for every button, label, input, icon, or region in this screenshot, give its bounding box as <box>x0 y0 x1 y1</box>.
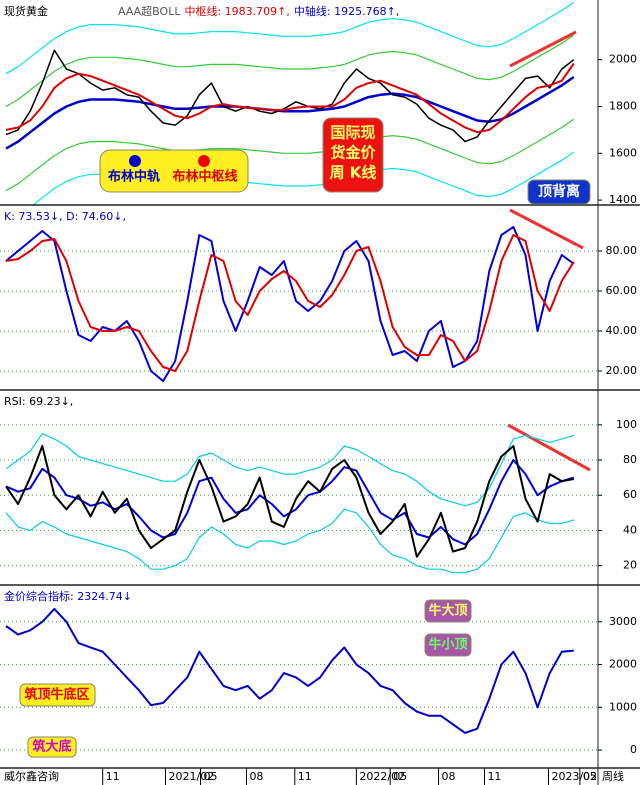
y-tick-label: 1600 <box>609 146 637 159</box>
y-tick-label: 20.00 <box>606 364 638 377</box>
annotation-text: 牛大顶 <box>428 603 467 619</box>
y-tick-label: 80 <box>623 453 637 466</box>
y-tick-label: 40 <box>623 523 637 536</box>
header-text: 中轴线: 1925.768↑, <box>294 4 399 18</box>
annotation-text: 筑大底 <box>32 739 71 755</box>
annotation-dot <box>198 155 210 167</box>
x-tick-label: 2023/02 <box>551 770 597 783</box>
series-line <box>5 34 575 108</box>
x-tick-label: 11 <box>106 770 120 783</box>
series-line <box>5 62 575 134</box>
y-tick-label: 20 <box>623 559 637 572</box>
annotation-text: 国际现 <box>330 124 375 142</box>
panel <box>5 1 575 205</box>
series-line <box>5 433 574 507</box>
x-tick-label: 11 <box>487 770 501 783</box>
panel <box>0 226 598 382</box>
x-tick-label: 05 <box>583 770 597 783</box>
x-tick-label: 2022/02 <box>359 770 405 783</box>
divergence-line <box>507 423 591 472</box>
y-tick-label: 1800 <box>609 99 637 112</box>
x-tick-label: 05 <box>204 770 218 783</box>
x-tick-label: 2021/02 <box>169 770 215 783</box>
annotation-text: 顶背离 <box>538 183 580 200</box>
y-tick-label: 2000 <box>609 658 637 671</box>
footer-right: 周线 <box>602 769 624 783</box>
y-tick-label: 3000 <box>609 615 637 628</box>
series-line <box>5 234 575 372</box>
series-line <box>5 1 575 75</box>
annotation-box <box>19 683 96 707</box>
panel-title: RSI: 69.23↓, <box>4 395 73 408</box>
x-tick-label: 11 <box>298 770 312 783</box>
y-tick-label: 2000 <box>609 53 637 66</box>
series-line <box>5 445 574 558</box>
annotation-text: 布林中轨 <box>108 169 160 185</box>
panel <box>0 607 598 751</box>
annotation-text: 货金价 <box>330 144 376 162</box>
series-line <box>5 75 575 150</box>
panel-title: K: 73.53↓, D: 74.60↓, <box>4 210 126 223</box>
annotation-text: 牛小顶 <box>428 637 467 653</box>
annotation-box <box>27 736 77 758</box>
y-tick-label: 60 <box>623 488 637 501</box>
annotation-dot <box>129 155 141 167</box>
annotation-box <box>424 633 472 657</box>
series-line <box>5 508 574 574</box>
series-line <box>5 118 575 192</box>
annotation-text: 布林中枢线 <box>172 169 237 185</box>
divergence-line <box>509 208 584 250</box>
y-tick-label: 100 <box>616 418 637 431</box>
header-text: 中枢线: 1983.709↑, <box>184 4 289 18</box>
footer-left: 威尔鑫咨询 <box>4 769 59 783</box>
annotation-box <box>322 117 384 193</box>
annotation-text: 周 K线 <box>330 164 377 182</box>
divergence-line <box>509 30 577 68</box>
x-tick-label: 08 <box>442 770 456 783</box>
annotation-text: 筑顶牛底区 <box>24 687 89 703</box>
series-line <box>5 607 574 734</box>
y-tick-label: 80.00 <box>606 244 638 257</box>
y-tick-label: 40.00 <box>606 324 638 337</box>
x-tick-label: 08 <box>249 770 263 783</box>
panel-title: 金价综合指标: 2324.74↓ <box>4 589 132 603</box>
y-tick-label: 60.00 <box>606 284 638 297</box>
panel-title: 现货黄金 <box>4 4 48 18</box>
y-tick-label: 1000 <box>609 700 637 713</box>
panel <box>0 424 598 574</box>
series-line <box>5 49 575 143</box>
y-tick-label: 0 <box>630 743 637 756</box>
y-tick-label: 1400 <box>609 193 637 206</box>
x-tick-label: 05 <box>393 770 407 783</box>
annotation-box <box>527 179 591 205</box>
annotation-box <box>424 599 472 623</box>
header-text: AAA超BOLL <box>118 4 181 18</box>
